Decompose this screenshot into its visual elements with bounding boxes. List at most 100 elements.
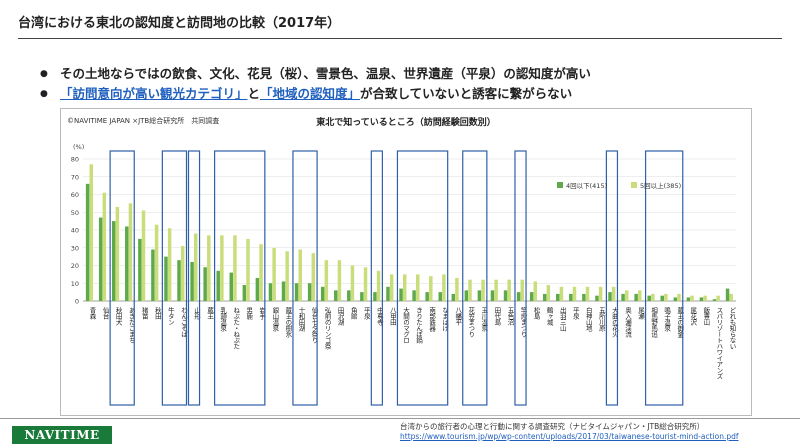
bar-series2 (259, 244, 263, 301)
x-tick-label: 十和田湖 (297, 306, 305, 333)
x-tick-label: わんこそば (179, 307, 187, 339)
x-tick-label: 猪苗 (140, 306, 148, 321)
bar-series1 (203, 267, 207, 301)
bar-series2 (115, 206, 120, 301)
x-tick-label: 鳴子温泉 (663, 306, 671, 332)
bar-series2 (690, 295, 694, 301)
bar-series2 (585, 286, 590, 301)
x-tick-label: 飯豊山 (702, 306, 710, 327)
bar-series1 (255, 277, 260, 301)
x-tick-label: 玉川温泉 (480, 307, 488, 332)
x-tick-label: 五色沼 (506, 307, 514, 327)
x-tick-label: 八幡平 (454, 307, 462, 327)
x-tick-label: 仙台七夕祭り (310, 306, 318, 344)
y-tick-label: 80 (71, 156, 79, 164)
y-tick-label: 0 (75, 298, 79, 306)
bar-series2 (533, 281, 538, 301)
bar-series1 (529, 292, 534, 301)
y-tick-label: 50 (71, 209, 79, 217)
bar-series1 (386, 286, 390, 301)
bullet-highlight: 「地域の認知度」 (260, 86, 361, 101)
y-tick-label: 20 (71, 262, 79, 270)
source-link[interactable]: https://www.tourism.jp/wp/wp-content/upl… (400, 432, 739, 441)
bullet-highlight: 「訪問意向が高い観光カテゴリ」 (60, 86, 248, 101)
bullet-list: その土地ならではの飲食、文化、花見（桜）、雪景色、温泉、世界遺産（平泉）の認知度… (40, 64, 591, 104)
bar-series2 (494, 279, 498, 301)
y-tick-label: 70 (71, 173, 79, 181)
bar-series1 (334, 290, 338, 301)
bar-series1 (307, 283, 312, 301)
bar-series2 (376, 270, 381, 301)
y-tick-label: 40 (71, 227, 79, 235)
x-tick-label: 平泉 (362, 307, 370, 320)
bar-series2 (638, 290, 642, 301)
bar-series2 (481, 279, 485, 301)
bar-series2 (664, 293, 668, 301)
bar-series2 (572, 286, 577, 301)
bar-series1 (686, 297, 691, 301)
page-title: 台湾における東北の認知度と訪問地の比較（2017年） (18, 16, 341, 31)
title-divider (18, 38, 782, 39)
bar-series1 (503, 290, 508, 301)
bar-series2 (651, 293, 655, 301)
highlight-box (370, 150, 383, 406)
bar-series2 (102, 192, 107, 301)
bar-series2 (559, 286, 564, 301)
x-tick-label: 田沢湖 (336, 307, 344, 327)
bar-series1 (151, 249, 155, 301)
x-tick-label: 花笠まつり (467, 306, 475, 338)
bar-series1 (660, 295, 664, 301)
bar-series1 (725, 288, 730, 301)
bar-series1 (516, 292, 521, 301)
bar-series1 (647, 295, 651, 301)
bar-series2 (442, 274, 446, 301)
bar-series1 (464, 290, 469, 301)
source-note: 台湾からの旅行者の心理と行動に関する調査研究（ナビタイムジャパン・JTB総合研究… (400, 422, 739, 442)
bar-series2 (207, 235, 211, 301)
bar-series2 (598, 286, 603, 301)
x-tick-label: 蔵王 (206, 306, 214, 320)
bar-series2 (507, 279, 511, 301)
x-tick-label: 五所川原 (597, 307, 605, 332)
bullet-item: その土地ならではの飲食、文化、花見（桜）、雪景色、温泉、世界遺産（平泉）の認知度… (40, 64, 591, 84)
bar-series2 (233, 235, 237, 301)
bar-series1 (294, 283, 299, 301)
x-tick-label: ねぶた・ねぷた (232, 307, 240, 350)
source-line: 台湾からの旅行者の心理と行動に関する調査研究（ナビタイムジャパン・JTB総合研究… (400, 422, 705, 431)
x-tick-label: あきたこまち (127, 307, 135, 344)
x-tick-label: 山形 (193, 306, 201, 321)
bar-series2 (154, 224, 159, 301)
bar-series1 (347, 290, 351, 301)
x-tick-label: 弘前のリンゴ祭 (323, 307, 331, 350)
x-tick-label: きりたんぽ鍋 (415, 307, 423, 344)
bar-series1 (85, 183, 90, 301)
bar-series1 (634, 293, 638, 301)
x-tick-label: 平泉 (571, 307, 579, 320)
bar-series1 (542, 293, 547, 301)
bar-series2 (272, 247, 276, 301)
bar-series1 (425, 292, 429, 301)
bar-series1 (582, 293, 586, 301)
bar-series1 (216, 270, 220, 301)
x-tick-label: 蔵王の樹氷 (284, 306, 292, 338)
highlight-box (161, 150, 188, 406)
bar-series2 (337, 260, 342, 301)
bar-series2 (311, 253, 316, 301)
bar-series2 (429, 276, 433, 301)
highlight-box (109, 150, 135, 406)
highlight-box (605, 150, 619, 406)
bar-series2 (455, 277, 459, 301)
bar-series1 (138, 238, 142, 301)
bar-series1 (556, 293, 560, 301)
highlight-box (292, 150, 318, 406)
x-tick-label: 相馬野馬追 (650, 306, 658, 339)
bullet-text: が合致していないと誘客に繋がらない (360, 86, 573, 101)
bar-series2 (167, 228, 172, 301)
highlight-box (187, 150, 201, 406)
bar-series2 (194, 233, 198, 301)
x-tick-label: 銀山温泉 (271, 306, 279, 332)
chart-panel: ©NAVITIME JAPAN ×JTB総合研究所 共同調査 東北で知っているとこ… (60, 108, 752, 416)
bar-series1 (177, 260, 181, 301)
bar-series1 (451, 293, 456, 301)
x-tick-label: なまはげ (441, 307, 449, 333)
